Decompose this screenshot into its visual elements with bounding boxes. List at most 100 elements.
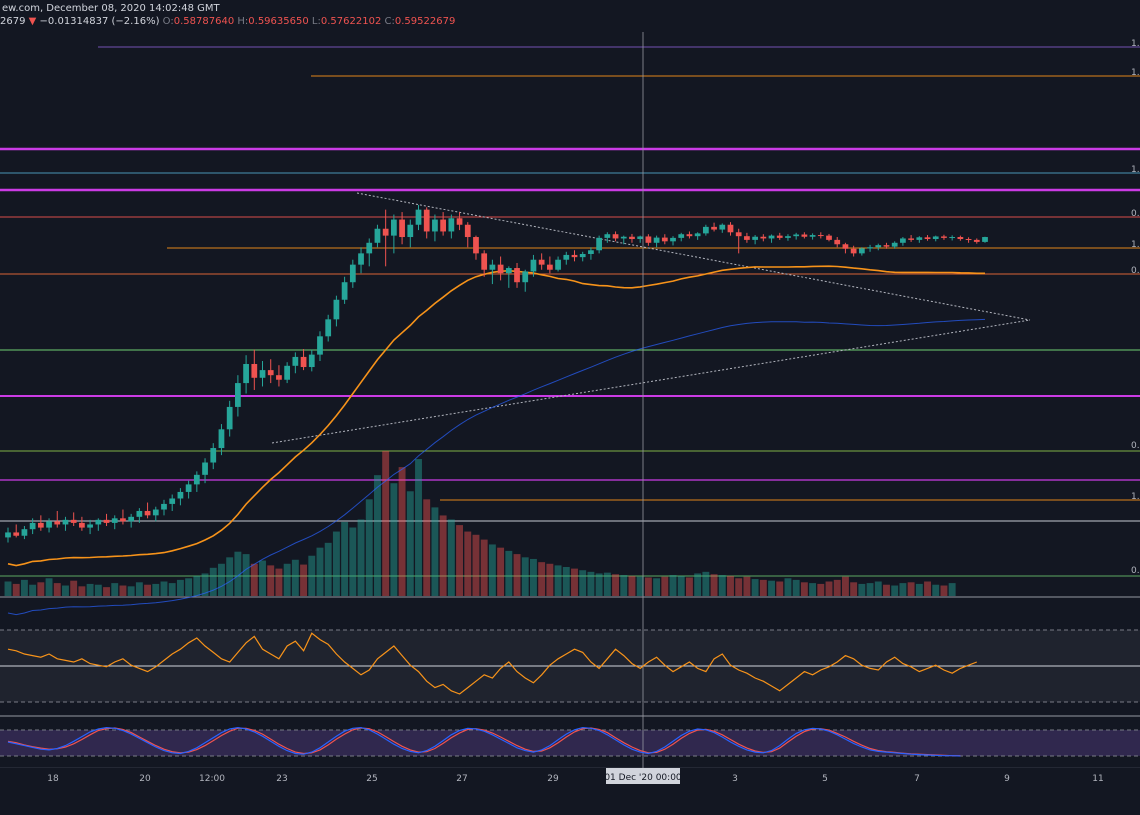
candle <box>481 250 488 277</box>
candle-body <box>620 236 627 239</box>
volume-bar <box>349 527 357 596</box>
candle <box>702 224 709 236</box>
volume-bar <box>915 583 923 596</box>
right-axis-label: 0. <box>1131 209 1140 219</box>
candle <box>867 244 873 252</box>
candle <box>243 355 249 394</box>
volume-bar <box>940 585 948 596</box>
candle-body <box>37 522 44 528</box>
volume-bar <box>685 577 693 596</box>
candle-body <box>235 383 241 407</box>
candle-body <box>941 236 947 238</box>
candle-body <box>325 319 332 337</box>
candle <box>735 228 742 254</box>
candle <box>341 276 348 304</box>
candle <box>374 224 381 248</box>
candle <box>152 506 159 522</box>
volume-bar <box>94 584 102 596</box>
candle-body <box>801 234 808 237</box>
volume-bar <box>800 582 808 596</box>
volume-bar <box>784 578 792 596</box>
candle-body <box>366 242 373 254</box>
volume-bar <box>595 573 603 596</box>
volume-bar <box>431 507 439 596</box>
candle-body <box>973 239 980 242</box>
candle <box>440 212 447 236</box>
candle <box>596 235 602 254</box>
volume-bar <box>883 584 890 596</box>
volume-bar <box>644 577 652 596</box>
candle-body <box>267 370 274 376</box>
candle-body <box>776 235 783 238</box>
volume-bar <box>382 451 390 596</box>
candle-body <box>514 268 520 283</box>
candle-body <box>916 237 923 240</box>
candle-body <box>144 510 151 516</box>
candle-body <box>924 237 931 240</box>
volume-bar <box>332 531 340 596</box>
candle-body <box>358 253 364 265</box>
volume-bar <box>168 583 176 596</box>
candle <box>267 359 274 384</box>
time-tick-label: 9 <box>1004 774 1010 784</box>
candle <box>620 235 627 245</box>
volume-bar <box>390 483 398 596</box>
candle <box>924 235 931 241</box>
candle <box>588 247 594 260</box>
candle <box>415 204 422 231</box>
candle-body <box>858 248 865 254</box>
volume-bar <box>300 564 308 596</box>
candle <box>489 259 496 285</box>
volume-bar <box>209 567 217 596</box>
candles <box>5 204 988 543</box>
volume-bar <box>341 521 349 596</box>
candle <box>908 235 914 242</box>
candle <box>637 235 644 243</box>
candle-body <box>54 521 61 525</box>
volume-bar <box>743 576 751 596</box>
volume-bar <box>727 575 734 596</box>
candle-body <box>317 336 323 355</box>
candle-body <box>29 522 36 530</box>
stoch-d-line <box>7 727 961 757</box>
candle-body <box>349 264 356 283</box>
candle-body <box>711 226 717 230</box>
candle-body <box>276 375 282 380</box>
candle <box>62 516 69 531</box>
candle <box>932 235 939 242</box>
volume-bar <box>513 554 521 596</box>
candle <box>276 365 282 387</box>
time-tick-label: 11 <box>1092 774 1103 784</box>
candle-body <box>579 253 586 258</box>
candle <box>973 238 980 244</box>
volume-bar <box>817 583 825 596</box>
volume-bar <box>316 547 324 596</box>
volume-bar <box>759 579 767 596</box>
volume-bar <box>144 584 152 596</box>
volume-bar <box>29 584 37 596</box>
candle-body <box>694 233 701 237</box>
right-axis-label: 1. <box>1131 492 1140 502</box>
candle-body <box>629 236 635 240</box>
volume-bar <box>751 579 759 596</box>
candle <box>563 251 570 265</box>
candle-body <box>456 218 463 225</box>
volume-bar <box>423 499 431 596</box>
volume-bar <box>948 583 956 596</box>
volume-bar <box>4 581 12 596</box>
volume-bar <box>464 531 472 596</box>
volume-bar <box>12 583 20 596</box>
candle-body <box>834 239 841 245</box>
candle-body <box>251 363 258 378</box>
candle <box>900 237 906 246</box>
candle-body <box>481 253 488 270</box>
candle <box>670 236 676 246</box>
candle-body <box>653 237 660 243</box>
candle <box>169 494 176 511</box>
candle <box>317 331 323 362</box>
candle <box>144 502 151 519</box>
volume-bar <box>398 467 406 596</box>
candle <box>432 214 438 242</box>
